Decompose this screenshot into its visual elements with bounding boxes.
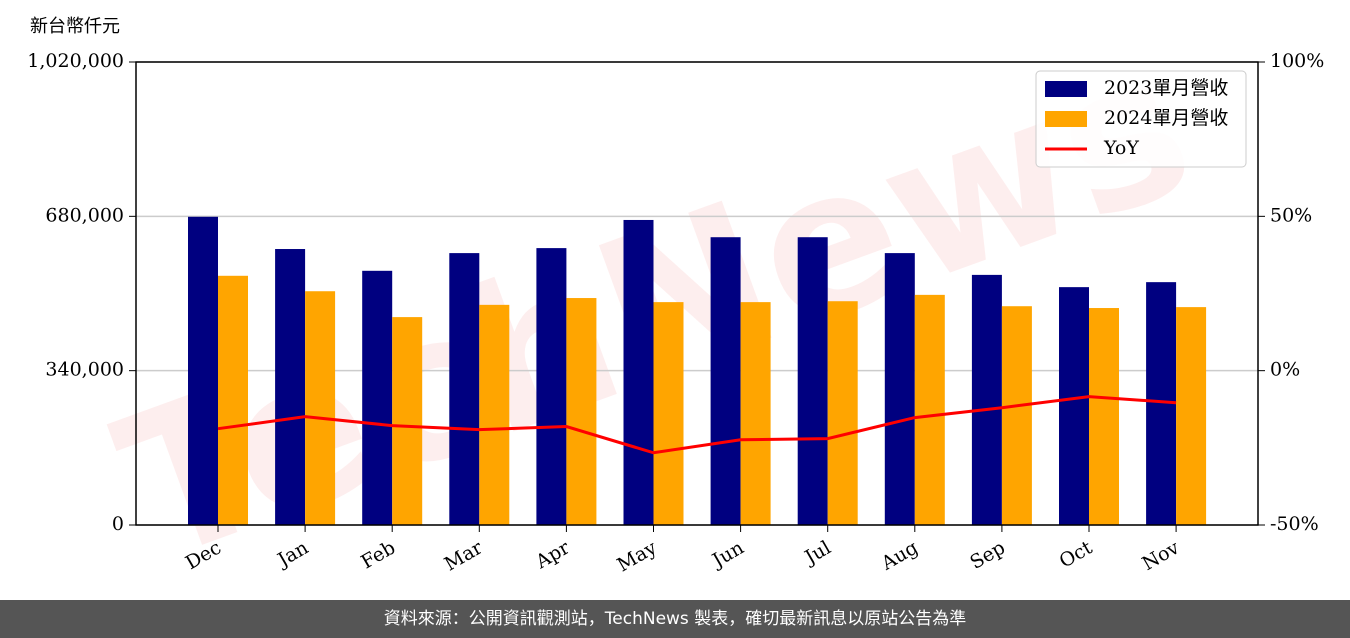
bar	[653, 302, 684, 525]
bar	[1089, 308, 1119, 525]
source-note: 資料來源：公開資訊觀測站，TechNews 製表，確切最新訊息以原站公告為準	[0, 600, 1350, 638]
y2-tick-label: 100%	[1270, 50, 1324, 72]
y-tick-label: 1,020,000	[27, 50, 124, 72]
legend: 2023單月營收 2024單月營收 YoY	[1035, 70, 1247, 168]
bar	[740, 302, 771, 525]
x-tick-label: Sep	[966, 537, 1009, 574]
bar	[536, 248, 567, 525]
x-tick-label: Jun	[707, 537, 748, 573]
x-tick-label: Nov	[1138, 536, 1183, 575]
bar	[305, 291, 336, 525]
legend-swatch	[1045, 111, 1087, 127]
y-tick-label: 0	[112, 513, 124, 535]
bar	[623, 219, 654, 525]
y2-tick-label: 50%	[1270, 204, 1312, 226]
bar	[797, 237, 828, 525]
legend-swatch	[1045, 81, 1087, 97]
y2-tick-label: 0%	[1270, 359, 1300, 381]
x-tick-label: Feb	[357, 537, 399, 574]
y-axis-label: 新台幣仟元	[30, 16, 120, 37]
chart: 新台幣仟元 TechNews 0340,000680,0001,020,000-…	[27, 7, 1324, 600]
bar	[884, 253, 915, 525]
yoy-line	[217, 395, 1177, 455]
x-tick-label: Jul	[800, 537, 835, 570]
bar	[1176, 307, 1207, 525]
bar	[566, 298, 597, 525]
legend-box	[1035, 70, 1247, 168]
x-tick-label: Apr	[531, 536, 574, 573]
bar	[479, 304, 510, 525]
x-tick-label: Mar	[441, 536, 487, 575]
bar	[1001, 306, 1032, 525]
y-tick-label: 680,000	[45, 204, 124, 226]
x-tick-label: Oct	[1056, 536, 1097, 572]
plot-frame	[135, 61, 1259, 526]
y-tick-label: 340,000	[45, 359, 124, 381]
x-tick-label: Aug	[877, 537, 922, 576]
bar	[218, 275, 248, 525]
legend-label: 2024單月營收	[1104, 107, 1228, 129]
legend-label: 2023單月營收	[1104, 77, 1228, 99]
bar	[449, 253, 480, 525]
bar	[392, 317, 423, 525]
bar	[827, 301, 858, 525]
x-tick-label: May	[614, 536, 661, 576]
bar	[275, 249, 306, 525]
bar	[1059, 287, 1089, 525]
bar	[914, 294, 945, 525]
legend-label: YoY	[1103, 137, 1139, 159]
bar	[188, 216, 218, 525]
bar	[971, 274, 1002, 525]
y2-tick-label: -50%	[1270, 513, 1319, 535]
bar	[362, 270, 393, 525]
bar	[710, 237, 741, 525]
